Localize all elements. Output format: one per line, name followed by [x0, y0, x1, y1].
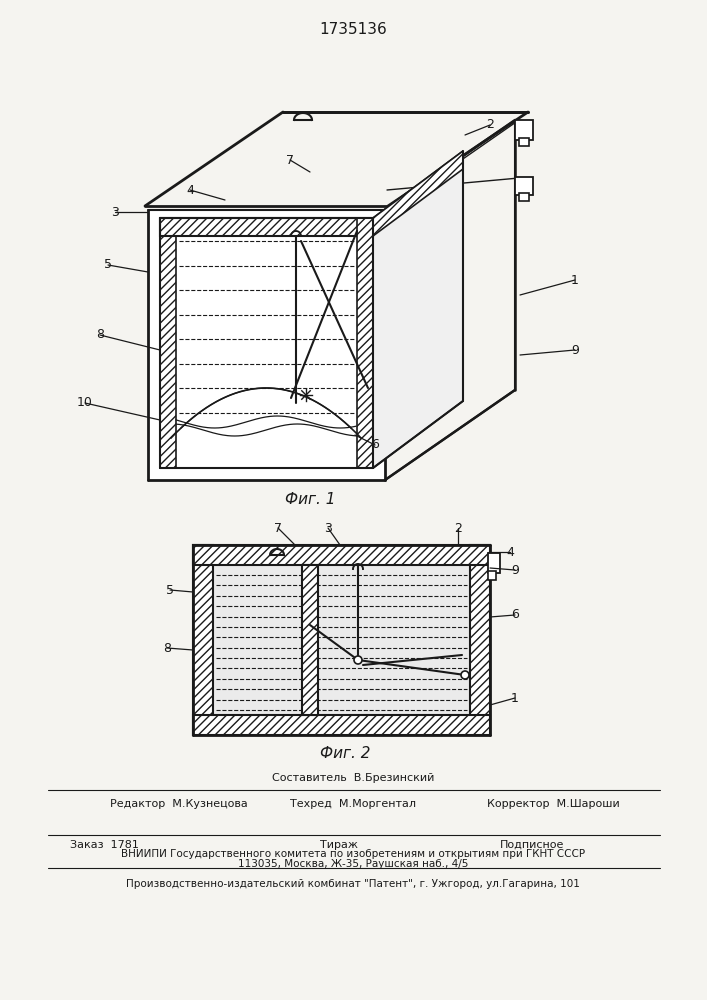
Bar: [193, 545, 490, 735]
Text: Редактор  М.Кузнецова: Редактор М.Кузнецова: [110, 799, 247, 809]
Text: Фиг. 2: Фиг. 2: [320, 746, 370, 762]
Bar: [519, 193, 529, 201]
Text: 3: 3: [111, 206, 119, 219]
Polygon shape: [373, 151, 463, 468]
Bar: [148, 210, 385, 480]
Text: 3: 3: [324, 522, 332, 534]
Text: Техред  М.Моргентал: Техред М.Моргентал: [290, 799, 416, 809]
Text: 113035, Москва, Ж-35, Раушская наб., 4/5: 113035, Москва, Ж-35, Раушская наб., 4/5: [238, 859, 468, 869]
Text: ВНИИПИ Государственного комитета по изобретениям и открытиям при ГКНТ СССР: ВНИИПИ Государственного комитета по изоб…: [121, 849, 585, 859]
Text: Корректор  М.Шароши: Корректор М.Шароши: [487, 799, 620, 809]
Text: 2: 2: [454, 522, 462, 534]
Text: 1: 1: [511, 692, 519, 704]
Text: 2: 2: [486, 118, 494, 131]
Text: 4: 4: [186, 184, 194, 196]
Text: Заказ  1781: Заказ 1781: [70, 840, 139, 850]
Bar: [488, 553, 500, 573]
Text: 7: 7: [286, 153, 294, 166]
Text: 7: 7: [274, 522, 282, 534]
Bar: [515, 120, 533, 140]
Text: 5: 5: [104, 258, 112, 271]
Circle shape: [461, 671, 469, 679]
Polygon shape: [373, 151, 463, 236]
Text: Тираж: Тираж: [320, 840, 358, 850]
Text: 8: 8: [163, 642, 171, 654]
Text: Составитель  В.Брезинский: Составитель В.Брезинский: [271, 773, 434, 783]
Text: 10: 10: [77, 396, 93, 410]
Polygon shape: [302, 565, 318, 715]
Polygon shape: [160, 218, 176, 468]
Text: 9: 9: [511, 564, 519, 576]
Text: Подписное: Подписное: [500, 840, 564, 850]
Polygon shape: [193, 545, 213, 735]
Polygon shape: [357, 218, 373, 468]
Polygon shape: [160, 218, 373, 236]
Text: 5: 5: [166, 584, 174, 596]
Bar: [488, 571, 496, 580]
Polygon shape: [193, 715, 490, 735]
Text: 1735136: 1735136: [319, 22, 387, 37]
Text: 6: 6: [371, 438, 379, 452]
Circle shape: [354, 656, 362, 664]
Text: Фиг. 1: Фиг. 1: [285, 492, 335, 508]
Text: 4: 4: [506, 546, 514, 558]
Polygon shape: [193, 545, 490, 565]
Text: 8: 8: [96, 328, 104, 342]
Bar: [519, 138, 529, 146]
Bar: [515, 177, 533, 195]
Text: 9: 9: [571, 344, 579, 357]
Polygon shape: [470, 545, 490, 735]
Bar: [213, 565, 470, 715]
Text: 1: 1: [571, 273, 579, 286]
Text: Производственно-издательский комбинат "Патент", г. Ужгород, ул.Гагарина, 101: Производственно-издательский комбинат "П…: [126, 879, 580, 889]
Text: 6: 6: [511, 608, 519, 621]
